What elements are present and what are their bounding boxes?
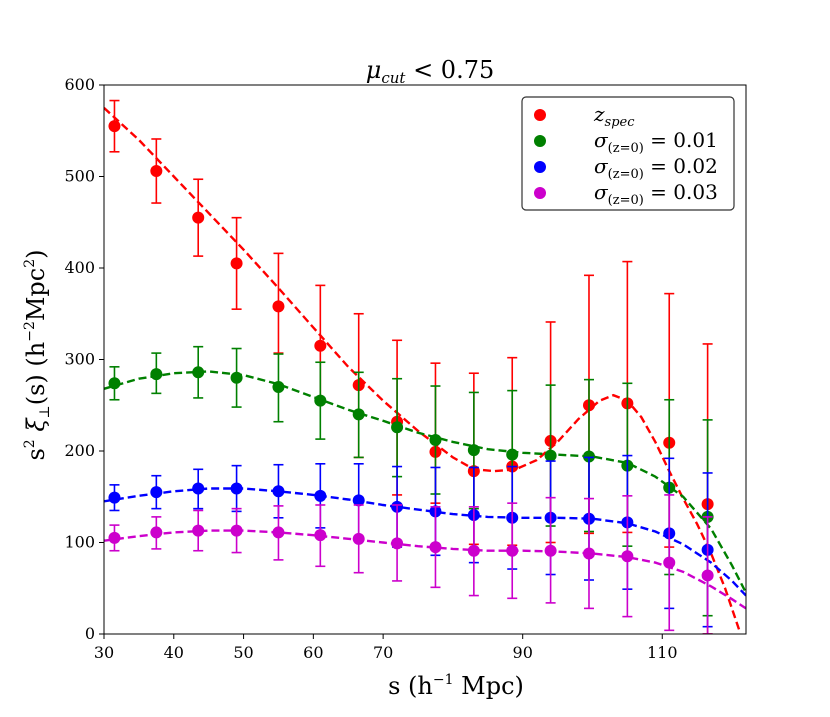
- x-tick-label: 110: [647, 643, 678, 662]
- data-point: [108, 531, 121, 544]
- legend-marker: [534, 109, 546, 121]
- legend-label: zspec: [593, 102, 635, 130]
- legend-label: σ(z=0) = 0.02: [594, 154, 718, 182]
- legend-label: σ(z=0) = 0.03: [594, 180, 718, 208]
- data-point: [272, 485, 285, 498]
- y-tick-label: 500: [64, 167, 95, 186]
- series-group-3: [104, 494, 746, 634]
- data-point: [230, 371, 243, 384]
- data-point: [506, 448, 519, 461]
- data-point: [582, 450, 595, 463]
- data-point: [272, 300, 285, 313]
- data-point: [391, 537, 404, 550]
- data-point: [150, 526, 163, 539]
- data-point: [108, 491, 121, 504]
- y-tick-label: 300: [64, 350, 95, 369]
- x-tick-label: 70: [373, 643, 393, 662]
- data-point: [352, 494, 365, 507]
- data-point: [701, 569, 714, 582]
- data-point: [391, 421, 404, 434]
- y-tick-label: 100: [64, 533, 95, 552]
- x-tick-label: 90: [513, 643, 533, 662]
- data-point: [230, 524, 243, 537]
- tick-layer: 30 40 50 60 70 90 110 0 100 200 300 400 500 600: [64, 75, 677, 662]
- data-point: [192, 366, 205, 379]
- y-tick-label: 200: [64, 441, 95, 460]
- data-point: [544, 449, 557, 462]
- legend-marker: [534, 187, 546, 199]
- y-tick-label: 0: [85, 624, 95, 643]
- y-tick-label: 600: [64, 75, 95, 94]
- data-point: [192, 211, 205, 224]
- data-point: [429, 541, 442, 554]
- legend-marker: [534, 161, 546, 173]
- y-axis-label: s2 ξ⊥(s) (h−2Mpc2): [22, 249, 53, 460]
- data-point: [272, 526, 285, 539]
- x-tick-label: 40: [164, 643, 184, 662]
- data-point: [663, 556, 676, 569]
- legend-marker: [534, 135, 546, 147]
- data-point: [352, 532, 365, 545]
- data-point: [314, 394, 327, 407]
- data-point: [150, 368, 163, 381]
- data-point: [544, 544, 557, 557]
- fit-curve: [104, 107, 741, 630]
- data-point: [506, 544, 519, 557]
- plot-layer: [104, 99, 746, 634]
- data-point: [467, 444, 480, 457]
- data-point: [314, 529, 327, 542]
- chart-title: μcut < 0.75: [366, 56, 495, 87]
- data-point: [150, 165, 163, 178]
- series-group-1: [104, 345, 746, 617]
- data-point: [352, 408, 365, 421]
- data-point: [192, 524, 205, 537]
- data-point: [108, 120, 121, 133]
- data-point: [467, 544, 480, 557]
- data-point: [230, 482, 243, 495]
- series-group-2: [104, 454, 746, 628]
- x-tick-label: 50: [233, 643, 253, 662]
- x-axis-label: s (h−1 Mpc): [388, 672, 524, 700]
- data-point: [429, 434, 442, 447]
- data-point: [314, 489, 327, 502]
- legend-box: [521, 96, 735, 211]
- x-tick-label: 60: [303, 643, 323, 662]
- legend-label: σ(z=0) = 0.01: [594, 128, 718, 156]
- data-point: [621, 550, 634, 563]
- data-point: [314, 339, 327, 352]
- y-tick-label: 400: [64, 258, 95, 277]
- fit-curve: [104, 529, 746, 610]
- x-tick-label: 30: [94, 643, 114, 662]
- data-point: [272, 380, 285, 393]
- data-point: [150, 486, 163, 499]
- fit-curve: [104, 370, 746, 594]
- data-point: [108, 377, 121, 390]
- data-point: [582, 547, 595, 560]
- fit-curve: [104, 487, 746, 597]
- data-point: [230, 257, 243, 270]
- data-point: [192, 482, 205, 495]
